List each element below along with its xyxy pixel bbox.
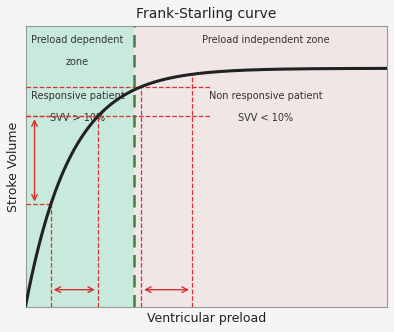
Bar [134,26,387,306]
Text: Responsive patient: Responsive patient [31,91,125,101]
X-axis label: Ventricular preload: Ventricular preload [147,312,266,325]
Title: Frank-Starling curve: Frank-Starling curve [136,7,277,21]
Text: Preload dependent: Preload dependent [32,35,124,45]
Text: SVV > 10%: SVV > 10% [50,113,105,123]
Text: SVV < 10%: SVV < 10% [238,113,293,123]
Text: Preload independent zone: Preload independent zone [202,35,329,45]
Bar [26,26,134,306]
Y-axis label: Stroke Volume: Stroke Volume [7,121,20,211]
Text: zone: zone [66,57,89,67]
Text: Non responsive patient: Non responsive patient [209,91,322,101]
